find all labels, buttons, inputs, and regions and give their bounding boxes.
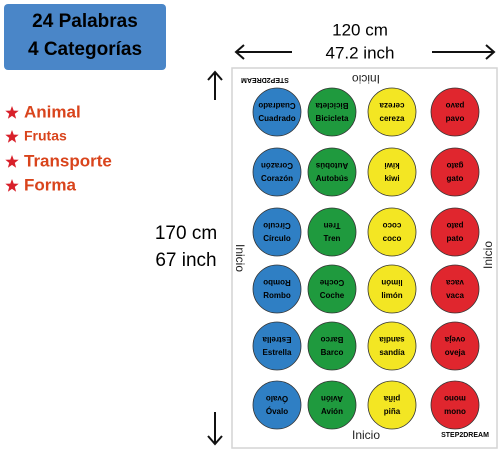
word-circle <box>367 87 417 137</box>
width-cm: 120 cm <box>332 20 388 39</box>
badge-line: 4 Categorías <box>28 39 142 60</box>
mat-content: Cuadrado Cuadrado Bicicleta Bicicleta cereza… <box>233 72 495 442</box>
edge-label: Inicio <box>352 72 380 86</box>
badge <box>4 4 166 70</box>
category-label: Transporte <box>24 151 112 170</box>
word: mono <box>444 407 466 416</box>
word-inverted: Barco <box>321 335 344 344</box>
word: Avión <box>321 407 343 416</box>
word: Autobús <box>316 174 349 183</box>
word-circle <box>430 147 480 197</box>
word-circle <box>252 207 302 257</box>
word: sandía <box>379 348 405 357</box>
word: pavo <box>446 114 465 123</box>
star <box>5 130 19 143</box>
word-circle <box>252 380 302 430</box>
word-circle <box>252 147 302 197</box>
word: Coche <box>320 291 345 300</box>
word-circle <box>307 87 357 137</box>
category-label: Animal <box>24 102 81 121</box>
word-inverted: oveja <box>444 335 465 344</box>
word-circle <box>430 87 480 137</box>
word-inverted: Rombo <box>263 278 291 287</box>
word-circle <box>252 321 302 371</box>
word-inverted: vaca <box>446 278 464 287</box>
word-circle <box>367 264 417 314</box>
arrows <box>207 44 496 446</box>
word-circle <box>367 321 417 371</box>
word-circle <box>307 264 357 314</box>
word-circle <box>252 264 302 314</box>
brand: STEP2DREAM <box>441 432 489 439</box>
word-circle <box>252 87 302 137</box>
word-circle <box>430 380 480 430</box>
word-inverted: pato <box>446 221 463 230</box>
width-inch: 47.2 inch <box>326 43 395 62</box>
word: gato <box>447 174 464 183</box>
word-inverted: Avión <box>321 394 343 403</box>
star <box>5 155 19 168</box>
brand: STEP2DREAM <box>241 76 289 83</box>
word-inverted: kiwi <box>384 161 399 170</box>
word: oveja <box>445 348 466 357</box>
word-inverted: mono <box>444 394 466 403</box>
category-label: Frutas <box>24 128 67 144</box>
edge-label: Inicio <box>352 428 380 442</box>
word-circle <box>430 207 480 257</box>
badge-line: 24 Palabras <box>32 11 138 32</box>
word: kiwi <box>384 174 399 183</box>
word-circle <box>307 321 357 371</box>
star <box>5 106 19 119</box>
word: Bicicleta <box>316 114 349 123</box>
word-inverted: Óvalo <box>266 394 288 403</box>
height-inch: 67 inch <box>155 250 216 271</box>
word-inverted: Autobús <box>315 161 348 170</box>
word: pato <box>447 234 464 243</box>
word: Rombo <box>263 291 291 300</box>
word-inverted: Coche <box>319 278 344 287</box>
word-inverted: Cuadrado <box>258 101 295 110</box>
word: Barco <box>321 348 344 357</box>
word-circle <box>307 147 357 197</box>
word-circle <box>367 207 417 257</box>
word-inverted: Corazón <box>261 161 293 170</box>
word-inverted: Tren <box>323 221 340 230</box>
word: Círculo <box>263 234 291 243</box>
word-inverted: pavo <box>446 101 465 110</box>
word-inverted: Bicicleta <box>315 101 348 110</box>
word-circle <box>430 321 480 371</box>
word-inverted: gato <box>446 161 463 170</box>
word: piña <box>384 407 401 416</box>
word: limón <box>381 291 402 300</box>
word: cereza <box>380 114 405 123</box>
word-circle <box>430 264 480 314</box>
word-circle <box>307 207 357 257</box>
word: Óvalo <box>266 407 288 416</box>
height-cm: 170 cm <box>155 223 217 244</box>
word-circle <box>307 380 357 430</box>
word: Cuadrado <box>258 114 295 123</box>
word: Tren <box>324 234 341 243</box>
category-list: Animal Frutas Transporte Forma <box>5 102 112 194</box>
word-inverted: Círculo <box>263 221 291 230</box>
word-inverted: limón <box>381 278 402 287</box>
word-circle <box>367 380 417 430</box>
word-inverted: piña <box>383 394 400 403</box>
word-inverted: coco <box>383 221 402 230</box>
edge-label: Inicio <box>481 241 495 269</box>
edge-label: Inicio <box>233 244 247 272</box>
word: vaca <box>446 291 464 300</box>
word-inverted: cereza <box>379 101 404 110</box>
word: Estrella <box>263 348 292 357</box>
category-label: Forma <box>24 175 77 194</box>
word: Corazón <box>261 174 293 183</box>
word-inverted: sandía <box>379 335 405 344</box>
word: coco <box>383 234 402 243</box>
word-inverted: Estrella <box>262 335 291 344</box>
word-circle <box>367 147 417 197</box>
star <box>5 179 19 192</box>
